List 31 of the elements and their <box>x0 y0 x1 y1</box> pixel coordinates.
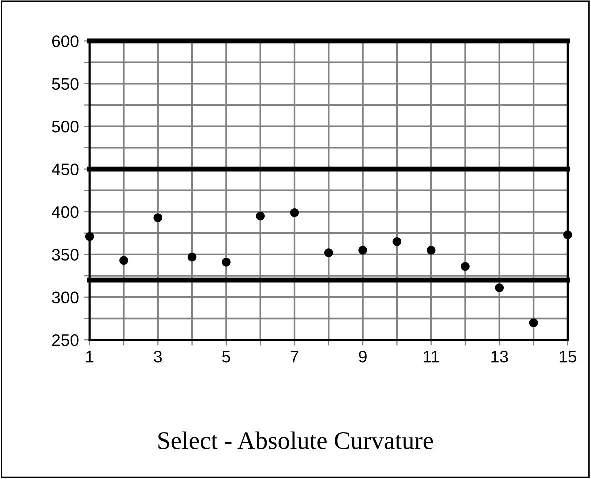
x-tick-label: 11 <box>424 351 440 363</box>
text: Select - Absolute Curvature <box>158 432 434 450</box>
point <box>495 284 504 292</box>
point <box>120 256 128 266</box>
point <box>392 237 402 246</box>
x-tick-label: 13 <box>492 350 508 363</box>
y-tick-label: 250 <box>52 334 79 346</box>
point <box>154 214 163 222</box>
y-tick-label: 500 <box>52 120 79 133</box>
y-tick-label: 300 <box>52 292 79 304</box>
point <box>324 248 334 258</box>
point <box>461 262 470 272</box>
x-tick-label: 7 <box>290 351 299 363</box>
point <box>358 246 368 255</box>
point <box>426 246 436 255</box>
y-tick-label: 350 <box>52 249 79 261</box>
x-tick-label: 9 <box>359 350 367 363</box>
x-tick-label: 15 <box>560 351 577 363</box>
y-tick-label: 600 <box>52 36 79 48</box>
point <box>256 212 265 221</box>
x-tick-label: 1 <box>86 351 94 363</box>
point <box>564 230 572 240</box>
point <box>529 318 538 328</box>
point <box>222 258 231 267</box>
x-tick-label: 5 <box>222 351 230 363</box>
point <box>188 252 197 262</box>
point <box>290 208 300 218</box>
x-tick-label: 3 <box>154 350 162 363</box>
y-tick-label: 450 <box>52 164 79 176</box>
y-tick-label: 400 <box>52 206 79 218</box>
y-tick-label: 550 <box>52 78 79 90</box>
